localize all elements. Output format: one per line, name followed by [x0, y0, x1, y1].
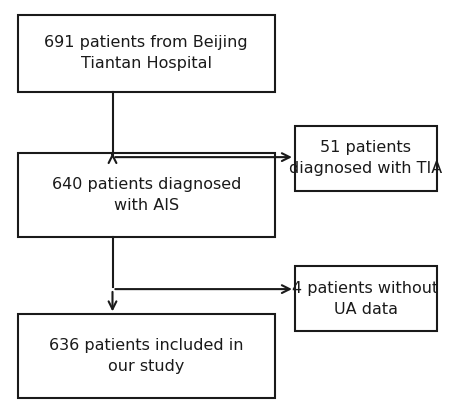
- Bar: [295, 126, 436, 191]
- Text: 691 patients from Beijing
Tiantan Hospital: 691 patients from Beijing Tiantan Hospit…: [45, 36, 248, 71]
- Bar: [18, 153, 274, 237]
- Text: 640 patients diagnosed
with AIS: 640 patients diagnosed with AIS: [52, 177, 241, 213]
- Bar: [18, 314, 274, 398]
- Bar: [295, 266, 436, 331]
- Bar: [18, 15, 274, 92]
- Text: 4 patients without
UA data: 4 patients without UA data: [292, 281, 439, 316]
- Text: 636 patients included in
our study: 636 patients included in our study: [49, 338, 243, 374]
- Text: 51 patients
diagnosed with TIA: 51 patients diagnosed with TIA: [289, 140, 442, 176]
